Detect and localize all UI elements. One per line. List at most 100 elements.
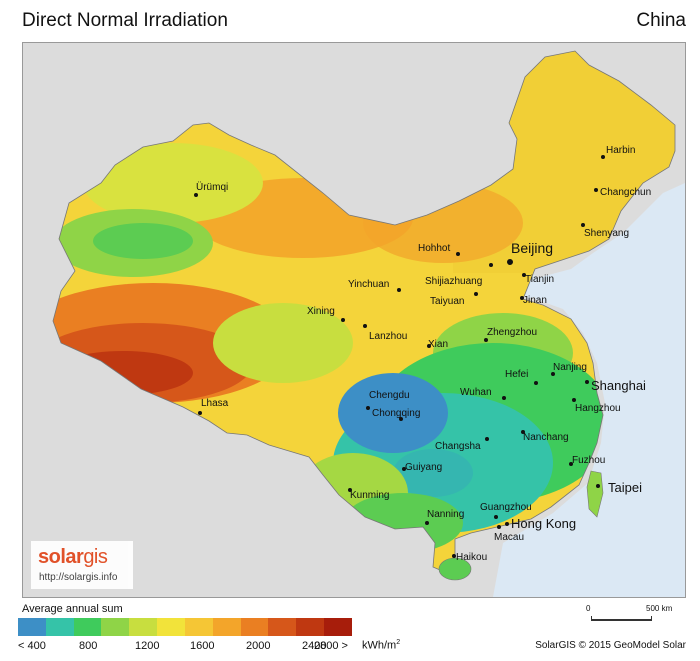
city-label-haikou: Haikou (456, 552, 488, 563)
city-marker (569, 462, 573, 466)
legend-title: Average annual sum (22, 603, 123, 615)
city-label-hohhot: Hohhot (418, 243, 451, 254)
legend-label: 2400 (302, 640, 327, 652)
legend-label: 800 (79, 640, 98, 652)
city-label-urumqi: Ürümqi (196, 182, 229, 193)
legend-label: 1600 (190, 640, 215, 652)
legend-swatch (212, 618, 241, 636)
map-area: solargis http://solargis.info (22, 42, 686, 598)
city-label-hong-kong: Hong Kong (511, 516, 577, 531)
city-label-nanjing: Nanjing (553, 362, 587, 373)
city-marker (452, 554, 456, 558)
city-marker (601, 155, 605, 159)
city-label-shanghai: Shanghai (591, 378, 646, 393)
city-marker (456, 252, 460, 256)
city-label-kunming: Kunming (350, 490, 390, 501)
city-label-lhasa: Lhasa (201, 398, 229, 409)
city-label-wuhan: Wuhan (460, 387, 492, 398)
city-marker (427, 344, 431, 348)
legend-swatch (73, 618, 102, 636)
city-label-guangzhou: Guangzhou (480, 502, 532, 513)
city-marker (502, 396, 506, 400)
city-label-taiyuan: Taiyuan (430, 296, 465, 307)
city-label-chengdu: Chengdu (369, 390, 410, 401)
city-marker (485, 437, 489, 441)
city-marker (494, 515, 498, 519)
city-label-harbin: Harbin (606, 145, 636, 156)
city-marker (425, 521, 429, 525)
city-marker (521, 430, 525, 434)
scale-line (591, 619, 652, 621)
city-marker (198, 411, 202, 415)
city-marker (194, 193, 198, 197)
city-label-xining: Xining (307, 306, 335, 317)
city-marker (397, 288, 401, 292)
legend-swatch (18, 618, 46, 636)
city-marker (366, 406, 370, 410)
legend-color-bar (18, 618, 352, 636)
city-label-hefei: Hefei (505, 369, 529, 380)
city-label-tianjin: Tianjin (525, 274, 555, 285)
legend-label: 1200 (135, 640, 160, 652)
solargis-logo: solargis http://solargis.info (31, 541, 133, 589)
city-label-zhengzhou: Zhengzhou (487, 327, 538, 338)
city-marker (581, 223, 585, 227)
city-marker (507, 259, 513, 265)
city-marker (596, 484, 600, 488)
city-marker (585, 380, 589, 384)
scale-start: 0 (586, 604, 591, 613)
scale-tick (591, 616, 592, 621)
city-marker (489, 263, 493, 267)
city-marker (520, 296, 524, 300)
city-marker (348, 488, 352, 492)
legend-swatch (101, 618, 130, 636)
city-label-shenyang: Shenyang (584, 228, 630, 239)
city-marker (522, 273, 526, 277)
city-marker (399, 417, 403, 421)
city-marker (505, 522, 509, 526)
legend-swatch (157, 618, 185, 636)
legend-swatch (184, 618, 213, 636)
city-label-changchun: Changchun (600, 187, 652, 198)
city-marker (484, 338, 488, 342)
city-label-yinchuan: Yinchuan (348, 279, 390, 290)
map-title: Direct Normal Irradiation (22, 10, 228, 31)
scale-bar: 0 500 km (586, 604, 676, 630)
legend-label: 2000 (246, 640, 271, 652)
logo-url: http://solargis.info (39, 572, 118, 583)
logo-text-gis: gis (83, 546, 108, 568)
legend-swatch (45, 618, 74, 636)
city-label-beijing: Beijing (511, 240, 554, 256)
city-marker (551, 372, 555, 376)
legend-swatch (268, 618, 297, 636)
city-label-nanchang: Nanchang (523, 432, 569, 443)
city-label-lanzhou: Lanzhou (369, 331, 408, 342)
legend-unit-text: kWh/m (362, 639, 397, 652)
legend-swatch (240, 618, 269, 636)
city-label-fuzhou: Fuzhou (572, 455, 606, 466)
credit-text: SolarGIS © 2015 GeoModel Solar (535, 640, 686, 651)
city-label-changsha: Changsha (435, 441, 481, 452)
legend-label: < 400 (18, 640, 46, 652)
city-marker (572, 398, 576, 402)
city-label-taipei: Taipei (608, 480, 642, 495)
scale-end: 500 km (646, 604, 673, 613)
legend-unit: kWh/m2 (362, 639, 400, 652)
city-label-xian: Xian (428, 339, 449, 350)
scale-tick (651, 616, 652, 621)
city-label-shijiazhuang: Shijiazhuang (425, 276, 483, 287)
legend-swatch (296, 618, 325, 636)
city-marker (594, 188, 598, 192)
city-label-hangzhou: Hangzhou (575, 403, 621, 414)
city-label-nanning: Nanning (427, 509, 465, 520)
city-label-guiyang: Guiyang (405, 462, 443, 473)
city-marker (474, 292, 478, 296)
city-label-chongqing: Chongqing (372, 408, 421, 419)
logo-text-solar: solar (38, 546, 84, 568)
legend-swatch (324, 618, 352, 636)
city-label-jinan: Jinan (523, 295, 547, 306)
country-label: China (636, 10, 686, 31)
legend-unit-sup: 2 (396, 639, 401, 646)
city-marker (402, 467, 406, 471)
city-marker (341, 318, 345, 322)
